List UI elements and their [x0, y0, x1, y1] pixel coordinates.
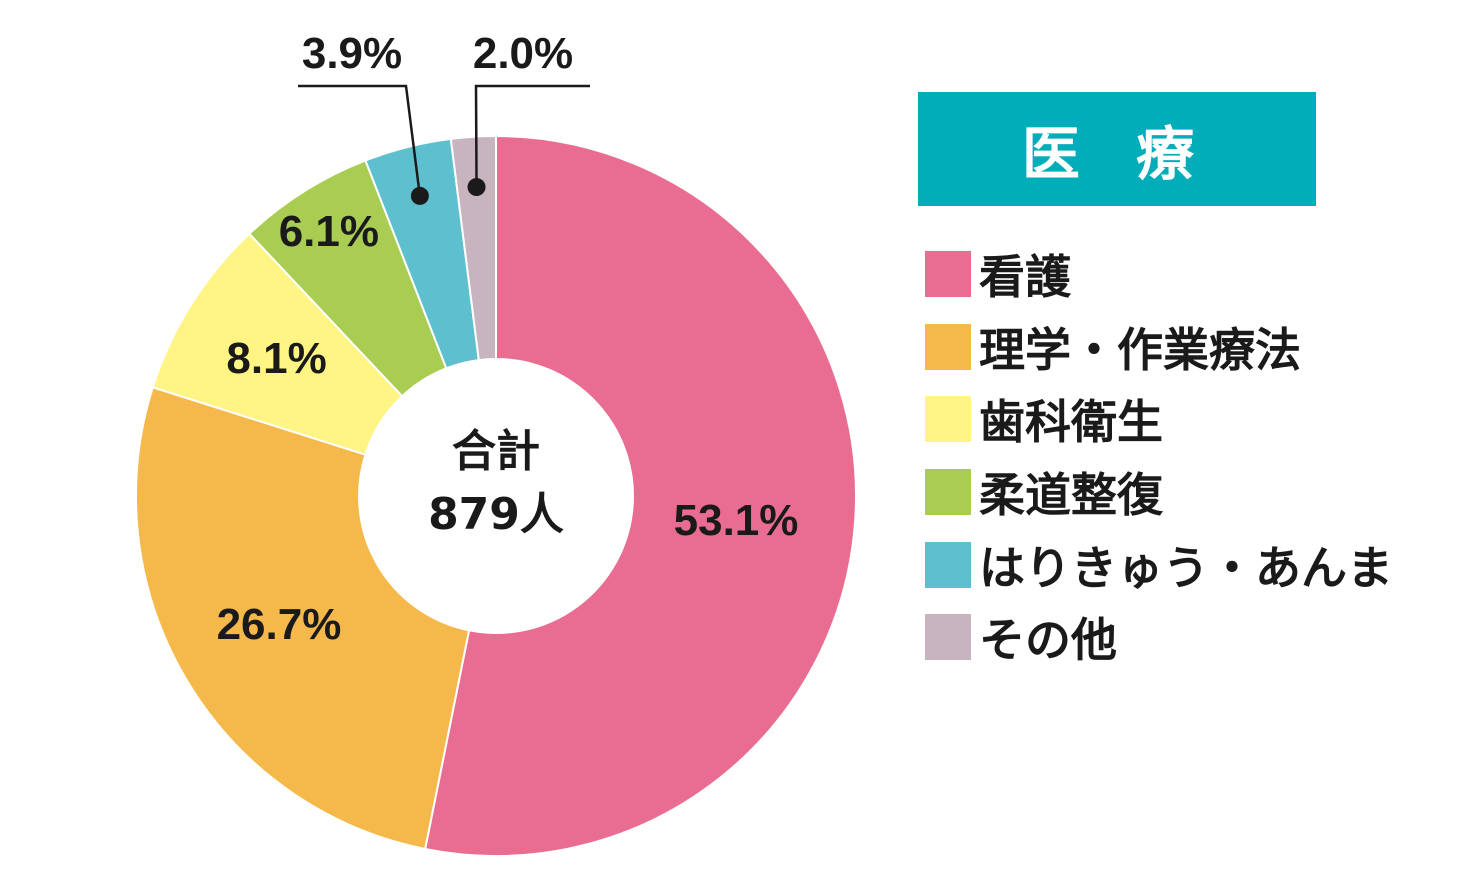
- value-label-dental-hygiene: 8.1%: [226, 334, 326, 383]
- legend-swatch-other: [925, 614, 971, 661]
- legend-item-acupuncture-massage: はりきゅう・あんま: [925, 528, 1393, 601]
- slice-other: [449, 134, 497, 362]
- legend-swatch-dental-hygiene: [925, 396, 971, 443]
- legend-label-other: その他: [979, 613, 1117, 668]
- leader-dot-acupuncture-massage: [410, 186, 429, 205]
- center-label-total: 合計: [452, 426, 540, 477]
- legend-item-pt-ot: 理学・作業療法: [925, 311, 1393, 384]
- legend-label-judo-therapy: 柔道整復: [979, 468, 1163, 523]
- legend-item-other: その他: [925, 601, 1393, 674]
- value-label-other: 2.0%: [473, 29, 573, 78]
- legend-swatch-judo-therapy: [925, 469, 971, 516]
- legend-label-acupuncture-massage: はりきゅう・あんま: [979, 540, 1393, 595]
- legend-label-nursing: 看護: [979, 250, 1071, 305]
- leader-line-other: [474, 84, 590, 188]
- leader-lines: [298, 84, 590, 205]
- legend-item-judo-therapy: 柔道整復: [925, 456, 1393, 529]
- value-label-pt-ot: 26.7%: [217, 600, 342, 649]
- legend-swatch-acupuncture-massage: [925, 541, 971, 588]
- leader-dot-other: [467, 178, 486, 197]
- value-label-acupuncture-massage: 3.9%: [302, 29, 402, 78]
- legend-swatch-nursing: [925, 251, 971, 298]
- legend-label-dental-hygiene: 歯科衛生: [979, 395, 1163, 450]
- legend-swatch-pt-ot: [925, 323, 971, 370]
- chart-title: 医 療: [918, 92, 1316, 206]
- center-label-count: 879人: [428, 489, 564, 540]
- donut-slices: [135, 134, 857, 857]
- value-label-judo-therapy: 6.1%: [279, 207, 379, 256]
- legend-item-dental-hygiene: 歯科衛生: [925, 383, 1393, 456]
- slice-pt-ot: [135, 386, 471, 851]
- leader-line-acupuncture-massage: [298, 84, 422, 197]
- legend: 看護理学・作業療法 歯科衛生柔道整復はりきゅう・あんま その他: [925, 238, 1393, 674]
- legend-item-nursing: 看護: [925, 238, 1393, 311]
- slice-nursing: [423, 134, 857, 857]
- legend-label-pt-ot: 理学・作業療法: [979, 322, 1301, 377]
- value-label-nursing: 53.1%: [674, 496, 799, 545]
- percentage-labels: 53.1% 26.7% 8.1% 6.1% 3.9% 2.0%: [217, 29, 799, 649]
